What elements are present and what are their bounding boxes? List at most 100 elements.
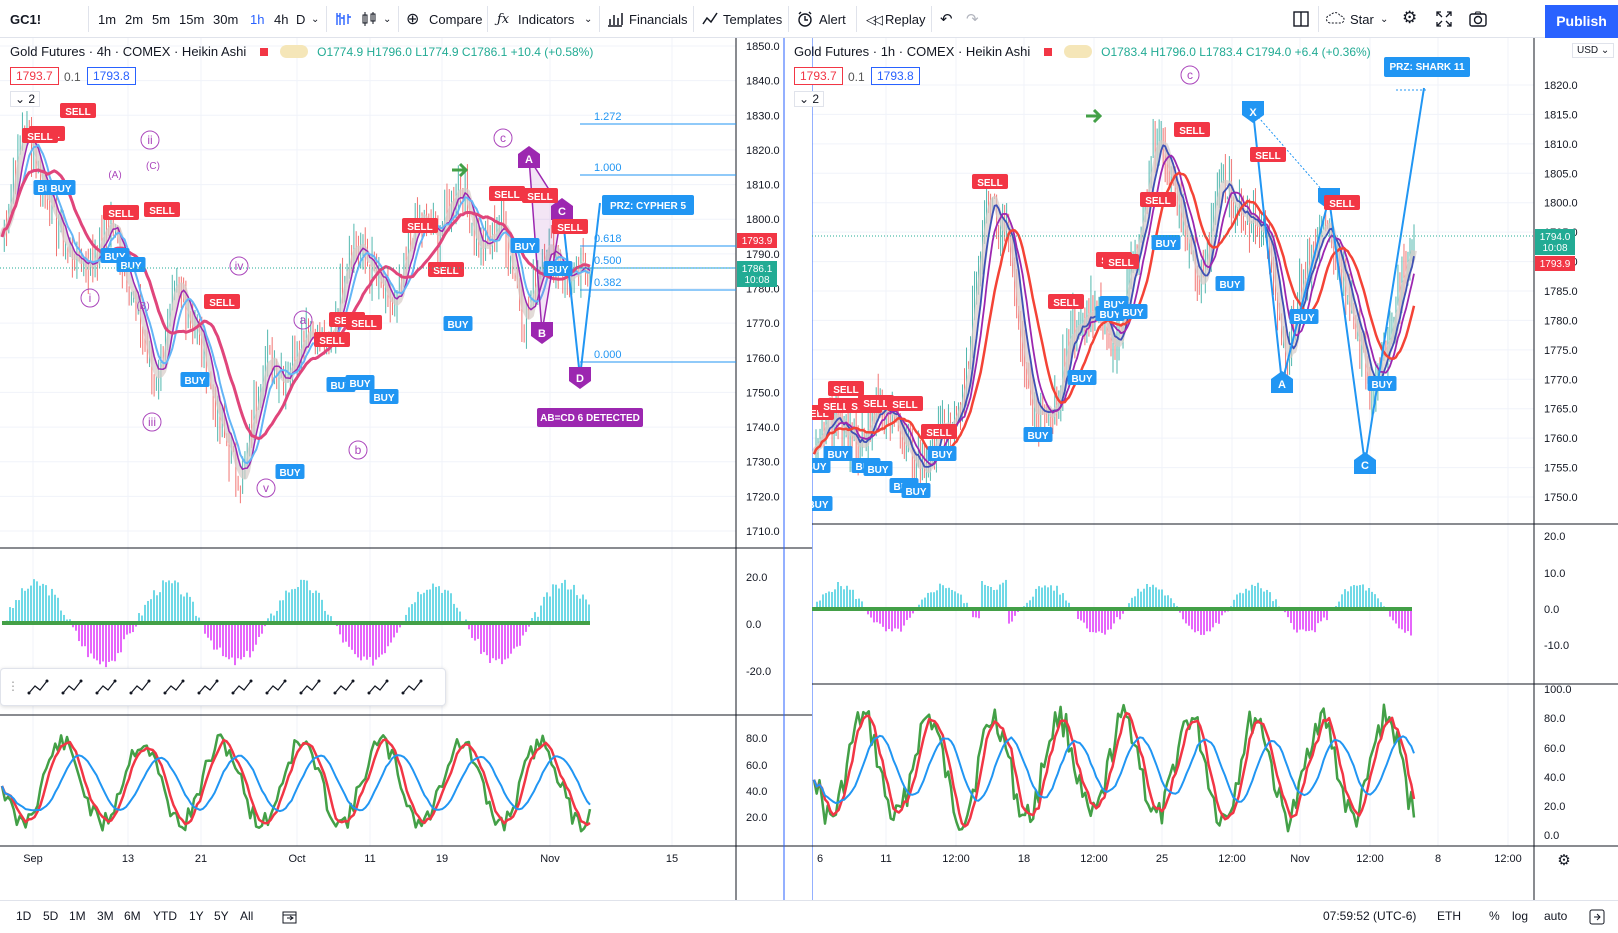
horizontal-lines-icon[interactable] xyxy=(27,678,49,698)
symbol-title[interactable]: Gold Futures · 4h · COMEX · Heikin Ashi xyxy=(10,44,247,59)
layout-icon[interactable] xyxy=(1292,10,1310,32)
symbol-search[interactable]: GC1! xyxy=(10,12,42,27)
pattern-icon[interactable] xyxy=(61,678,83,698)
range-5D[interactable]: 5D xyxy=(43,909,59,923)
time-axis-tick: 15 xyxy=(666,853,678,865)
indicators-icon[interactable]: ƒx xyxy=(497,12,510,27)
range-1D[interactable]: 1D xyxy=(16,909,32,923)
pattern-helper-line xyxy=(1252,110,1330,199)
indicators-toggle[interactable]: ⌄ 2 xyxy=(794,91,825,107)
fullscreen-icon[interactable] xyxy=(1436,11,1452,33)
fib-icon[interactable] xyxy=(129,678,151,698)
cloud-icon[interactable] xyxy=(1325,11,1347,33)
elliott-icon[interactable] xyxy=(265,678,287,698)
plus-circle-icon[interactable]: ⊕ xyxy=(406,11,420,28)
interval-15m[interactable]: 15m xyxy=(179,12,205,27)
compare-button[interactable]: Compare xyxy=(429,12,483,27)
currency-selector[interactable]: USD ⌄ xyxy=(1572,43,1615,58)
range-3M[interactable]: 3M xyxy=(97,909,114,923)
interval-D[interactable]: D xyxy=(296,12,306,27)
sell-signal-tag-bg xyxy=(346,315,382,330)
publish-button[interactable]: Publish xyxy=(1545,5,1618,38)
drag-handle-icon[interactable]: ⋮ xyxy=(7,679,19,693)
price-axis-tick: 1750.0 xyxy=(746,387,780,399)
financials-icon[interactable] xyxy=(606,10,624,32)
interval-1h[interactable]: 1h xyxy=(250,12,265,27)
alert-button[interactable]: Alert xyxy=(819,12,846,27)
chart-pane-left[interactable]: 1850.0 1840.0 1830.0 1820.0 1810.0 1800.0 1790… xyxy=(0,38,812,900)
interval-4h[interactable]: 4h xyxy=(274,12,289,27)
sell-price-button[interactable]: 1793.7 xyxy=(794,67,843,85)
range-5Y[interactable]: 5Y xyxy=(214,909,229,923)
chart-pane-right[interactable]: 1820.01815.01810.01805.01800.01795.01790… xyxy=(794,38,1618,900)
session-button[interactable]: ETH xyxy=(1437,909,1461,923)
vertical-bars-icon[interactable] xyxy=(197,678,219,698)
financials-button[interactable]: Financials xyxy=(629,12,688,27)
redo-icon[interactable]: ↷ xyxy=(966,11,979,28)
chart-canvas-left[interactable]: 1850.0 1840.0 1830.0 1820.0 1810.0 1800.0 1790… xyxy=(0,38,812,900)
interval-5m[interactable]: 5m xyxy=(152,12,171,27)
sell-price-button[interactable]: 1793.7 xyxy=(10,67,59,85)
log-toggle[interactable]: log xyxy=(1512,909,1529,923)
range-YTD[interactable]: YTD xyxy=(153,909,177,923)
interval-1m[interactable]: 1m xyxy=(98,12,117,27)
buy-signal-tag: BUY xyxy=(1027,431,1048,442)
layout-name-button[interactable]: Star xyxy=(1350,12,1374,27)
price-axis-tick: 1805.0 xyxy=(1544,168,1578,180)
rsi-axis-tick: 60.0 xyxy=(1544,743,1565,755)
sell-signal-tag: SELL xyxy=(494,190,520,201)
gann-icon[interactable] xyxy=(333,678,355,698)
time-axis-tick: 13 xyxy=(122,853,134,865)
ray-icon[interactable] xyxy=(163,678,185,698)
templates-icon[interactable] xyxy=(701,10,719,32)
chevron-down-icon[interactable]: ⌄ xyxy=(311,14,320,25)
indicators-count: 2 xyxy=(812,92,820,106)
spread-value: 0.1 xyxy=(848,70,865,84)
chevron-down-icon[interactable]: ⌄ xyxy=(1380,14,1389,25)
range-1M[interactable]: 1M xyxy=(69,909,86,923)
flag-icon[interactable] xyxy=(1043,48,1052,56)
line-icon[interactable] xyxy=(231,678,253,698)
time-axis-tick: 12:00 xyxy=(1494,853,1522,865)
sell-signal-tag: SELL xyxy=(108,209,134,220)
interval-2m[interactable]: 2m xyxy=(125,12,144,27)
chart-canvas-right[interactable]: 1820.01815.01810.01805.01800.01795.01790… xyxy=(812,38,1618,900)
range-All[interactable]: All xyxy=(240,909,254,923)
range-1Y[interactable]: 1Y xyxy=(189,909,204,923)
indicators-button[interactable]: Indicators xyxy=(518,12,575,27)
panel-expand-icon[interactable] xyxy=(1587,907,1607,927)
buy-price-button[interactable]: 1793.8 xyxy=(871,67,920,85)
percent-toggle[interactable]: % xyxy=(1489,909,1500,923)
bar-style-icon[interactable] xyxy=(334,10,352,32)
templates-button[interactable]: Templates xyxy=(723,12,783,27)
replay-button[interactable]: Replay xyxy=(885,12,926,27)
chevron-down-icon[interactable]: ⌄ xyxy=(584,14,593,25)
undo-icon[interactable]: ↶ xyxy=(940,11,953,28)
divider xyxy=(931,6,932,32)
candle-style-icon[interactable] xyxy=(360,10,378,32)
sell-signal-tag: SELL xyxy=(319,336,345,347)
gear-icon[interactable]: ⚙ xyxy=(1402,8,1418,27)
long-position-icon[interactable] xyxy=(401,678,423,698)
clock-time[interactable]: 07:59:52 (UTC-6) xyxy=(1323,909,1417,923)
auto-toggle[interactable]: auto xyxy=(1544,909,1568,923)
fib-level-label: 0.382 xyxy=(594,277,622,289)
goto-date-icon[interactable] xyxy=(282,910,298,924)
indicators-toggle[interactable]: ⌄ 2 xyxy=(10,91,41,107)
sell-signal-tag-bg xyxy=(1140,192,1176,207)
buy-price-button[interactable]: 1793.8 xyxy=(87,67,136,85)
flag-icon[interactable] xyxy=(259,48,268,56)
symbol-title[interactable]: Gold Futures · 1h · COMEX · Heikin Ashi xyxy=(794,44,1031,59)
interval-30m[interactable]: 30m xyxy=(213,12,239,27)
replay-icon[interactable]: ◁◁ xyxy=(866,12,883,27)
range-icon[interactable] xyxy=(367,678,389,698)
range-6M[interactable]: 6M xyxy=(124,909,141,923)
chevron-down-icon[interactable]: ⌄ xyxy=(383,14,392,25)
pattern-point-d: D xyxy=(576,373,584,385)
alarm-clock-icon[interactable] xyxy=(796,10,814,32)
trend-icon[interactable] xyxy=(95,678,117,698)
xabcd-icon[interactable] xyxy=(299,678,321,698)
ma-fast-line xyxy=(813,144,1415,468)
price-axis-tick: 1820.0 xyxy=(746,145,780,157)
camera-icon[interactable] xyxy=(1468,10,1488,32)
